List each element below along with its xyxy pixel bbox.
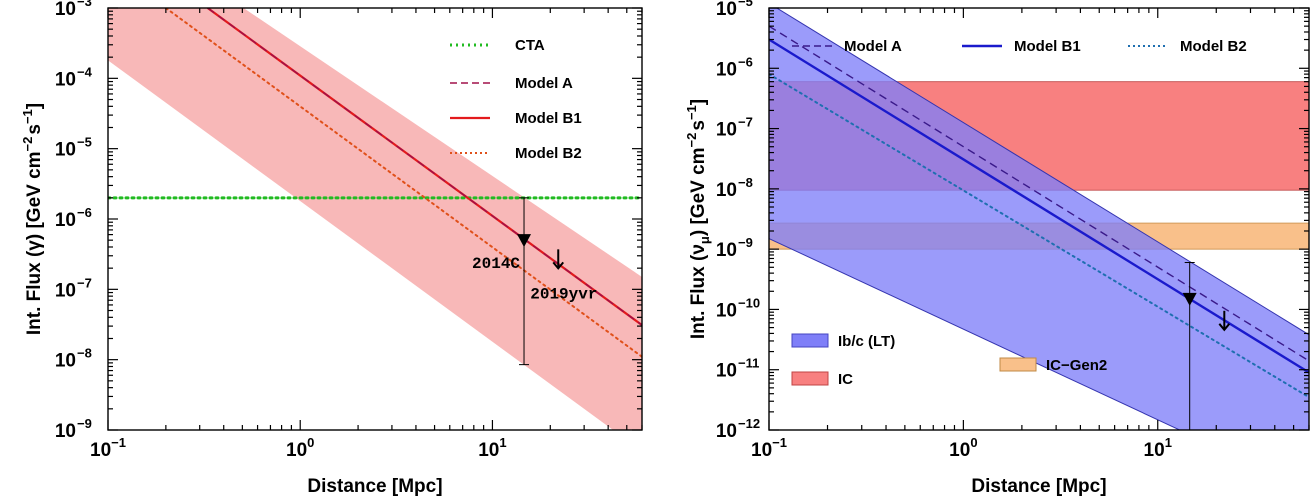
right-y-axis-label: Int. Flux (νμ) [GeV cm−2s−1] [684,99,712,339]
legend-label-model-b1: Model B1 [1014,38,1081,55]
right-y-tick-label: 10−7 [716,115,753,141]
right-panel: 10−1 100 101 10−12 10−11 10−10 10−9 10−8 10−7 10−… [684,0,1309,497]
legend-label-ic: IC [838,371,853,388]
left-y-tick-label: 10−6 [55,205,92,231]
right-plot-area [769,3,1309,490]
left-y-tick-label: 10−5 [55,135,92,161]
legend-swatch-ibc [792,334,828,347]
left-y-tick-label: 10−3 [55,0,92,20]
right-x-axis-label: Distance [Mpc] [971,476,1106,497]
left-y-tick-label: 10−4 [55,64,93,90]
legend-label-model-b2: Model B2 [515,145,582,162]
right-x-tick-label: 100 [949,435,977,461]
left-y-tick-label: 10−7 [55,275,92,301]
legend-label-ic-gen2: IC−Gen2 [1046,357,1107,374]
left-plot-area [108,0,642,451]
label-2019yvr: 2019yvr [530,285,597,303]
legend-label-model-b2: Model B2 [1180,38,1247,55]
right-x-tick-label: 101 [1144,435,1172,461]
left-y-tick-label: 10−8 [55,346,92,372]
legend-label-model-b1: Model B1 [515,110,582,127]
right-y-tick-label: 10−5 [716,0,753,20]
right-x-tick-label: 10−1 [751,435,787,461]
left-panel: 10−1 100 101 10−9 10−8 10−7 10−6 10−5 10−4 10−3 C… [20,0,642,497]
right-y-tick-label: 10−8 [716,175,753,201]
right-y-tick-label: 10−12 [716,416,760,442]
left-x-tick-label: 101 [478,435,506,461]
legend-label-cta: CTA [515,37,545,54]
right-top-legend: Model A Model B1 Model B2 [792,38,1247,55]
right-y-tick-label: 10−10 [716,295,760,321]
right-y-tick-label: 10−6 [716,54,753,80]
legend-swatch-ic-gen2 [1000,358,1036,371]
legend-label-model-a: Model A [844,38,902,55]
left-x-axis-label: Distance [Mpc] [307,476,442,497]
left-y-axis-label: Int. Flux (γ) [GeV cm−2s−1] [20,103,45,335]
legend-label-ibc: Ib/c (LT) [838,333,895,350]
legend-swatch-ic [792,372,828,385]
legend-label-model-a: Model A [515,75,573,92]
left-x-tick-label: 100 [286,435,314,461]
left-legend: CTA Model A Model B1 Model B2 [450,37,582,162]
left-y-tick-label: 10−9 [55,416,92,442]
left-x-tick-label: 10−1 [90,435,126,461]
label-2014c: 2014C [472,255,520,273]
right-y-tick-label: 10−9 [716,235,753,261]
left-uncertainty-band [108,0,642,451]
right-y-tick-label: 10−11 [716,356,759,382]
